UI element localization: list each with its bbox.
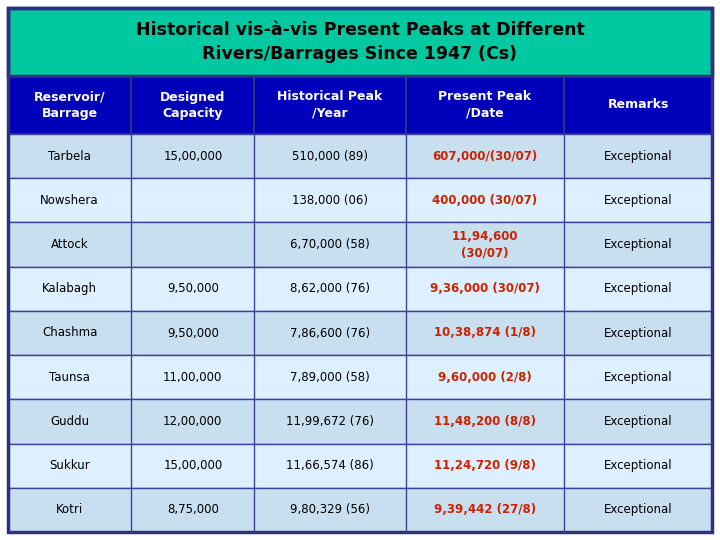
Text: 400,000 (30/07): 400,000 (30/07)	[433, 194, 538, 207]
Text: 15,00,000: 15,00,000	[163, 459, 222, 472]
Text: 9,60,000 (2/8): 9,60,000 (2/8)	[438, 371, 532, 384]
Text: Nowshera: Nowshera	[40, 194, 99, 207]
Text: Exceptional: Exceptional	[604, 503, 672, 516]
Text: 11,94,600
(30/07): 11,94,600 (30/07)	[451, 230, 518, 259]
Text: 8,75,000: 8,75,000	[167, 503, 219, 516]
Text: 7,86,600 (76): 7,86,600 (76)	[290, 327, 370, 340]
Text: 11,99,672 (76): 11,99,672 (76)	[286, 415, 374, 428]
Text: Exceptional: Exceptional	[604, 238, 672, 251]
Text: Tarbela: Tarbela	[48, 150, 91, 163]
Bar	[8, 267, 712, 311]
Text: 9,39,442 (27/8): 9,39,442 (27/8)	[434, 503, 536, 516]
Text: Exceptional: Exceptional	[604, 327, 672, 340]
Bar	[8, 400, 712, 443]
Bar	[8, 222, 712, 267]
Text: Reservoir/
Barrage: Reservoir/ Barrage	[34, 91, 105, 119]
Text: 138,000 (06): 138,000 (06)	[292, 194, 368, 207]
Text: 11,00,000: 11,00,000	[163, 371, 222, 384]
Text: Attock: Attock	[51, 238, 89, 251]
Text: Kotri: Kotri	[56, 503, 84, 516]
Bar	[8, 178, 712, 222]
Text: Present Peak
/Date: Present Peak /Date	[438, 91, 531, 119]
Text: Historical Peak
/Year: Historical Peak /Year	[277, 91, 383, 119]
Bar	[8, 311, 712, 355]
Text: Exceptional: Exceptional	[604, 371, 672, 384]
Text: Taunsa: Taunsa	[49, 371, 90, 384]
Bar	[8, 134, 712, 178]
Text: 11,48,200 (8/8): 11,48,200 (8/8)	[434, 415, 536, 428]
Bar	[8, 488, 712, 532]
Text: 510,000 (89): 510,000 (89)	[292, 150, 368, 163]
Text: Exceptional: Exceptional	[604, 150, 672, 163]
Text: Historical vis-à-vis Present Peaks at Different
Rivers/Barrages Since 1947 (Cs): Historical vis-à-vis Present Peaks at Di…	[135, 21, 585, 63]
Text: 11,24,720 (9/8): 11,24,720 (9/8)	[434, 459, 536, 472]
Bar	[8, 76, 712, 134]
Text: Remarks: Remarks	[608, 98, 669, 111]
Text: 9,36,000 (30/07): 9,36,000 (30/07)	[430, 282, 540, 295]
Text: 6,70,000 (58): 6,70,000 (58)	[290, 238, 370, 251]
Text: 9,50,000: 9,50,000	[167, 327, 219, 340]
Bar	[8, 8, 712, 76]
Text: 607,000/(30/07): 607,000/(30/07)	[432, 150, 538, 163]
Text: 9,50,000: 9,50,000	[167, 282, 219, 295]
Text: 8,62,000 (76): 8,62,000 (76)	[290, 282, 370, 295]
Text: Exceptional: Exceptional	[604, 282, 672, 295]
Bar	[8, 355, 712, 400]
Text: Chashma: Chashma	[42, 327, 97, 340]
Bar	[8, 443, 712, 488]
Text: 7,89,000 (58): 7,89,000 (58)	[290, 371, 370, 384]
Text: Exceptional: Exceptional	[604, 194, 672, 207]
Text: Kalabagh: Kalabagh	[42, 282, 97, 295]
Text: 11,66,574 (86): 11,66,574 (86)	[287, 459, 374, 472]
Text: 12,00,000: 12,00,000	[163, 415, 222, 428]
Text: Guddu: Guddu	[50, 415, 89, 428]
Text: 10,38,874 (1/8): 10,38,874 (1/8)	[434, 327, 536, 340]
Text: 9,80,329 (56): 9,80,329 (56)	[290, 503, 370, 516]
Text: Sukkur: Sukkur	[49, 459, 90, 472]
Text: Exceptional: Exceptional	[604, 415, 672, 428]
Text: Exceptional: Exceptional	[604, 459, 672, 472]
Text: 15,00,000: 15,00,000	[163, 150, 222, 163]
Text: Designed
Capacity: Designed Capacity	[160, 91, 225, 119]
